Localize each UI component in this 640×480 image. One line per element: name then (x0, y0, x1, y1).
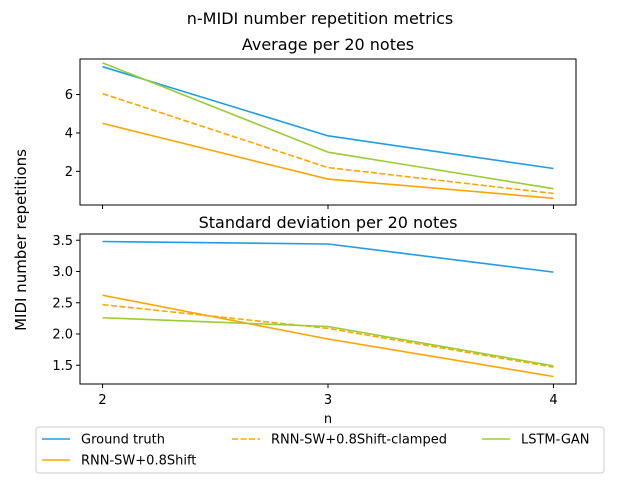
legend: Ground truth RNN-SW+0.8Shift RNN-SW+0.8Shi… (35, 426, 605, 474)
top-series-line-0 (102, 65, 554, 170)
bottom-xtick-label: 3 (324, 393, 332, 408)
top-series-line-3 (102, 62, 554, 190)
figure-suptitle: n-MIDI number repetition metrics (187, 9, 453, 28)
x-axis-label: n (324, 412, 332, 427)
top-ytick-label: 6 (65, 88, 73, 103)
bottom-chart-title: Standard deviation per 20 notes (199, 213, 458, 232)
bottom-xtick-label: 2 (98, 393, 106, 408)
bottom-series-line-2 (102, 303, 554, 368)
y-axis-label: MIDI number repetitions (12, 149, 30, 331)
bottom-series-line-1 (102, 294, 554, 378)
top-axes-frame (79, 58, 577, 206)
bottom-xtick-label: 4 (549, 393, 557, 408)
bottom-ytick-label: 2.0 (52, 328, 73, 343)
bottom-ytick-label: 3.5 (52, 234, 73, 249)
bottom-series-line-3 (102, 316, 554, 367)
legend-frame (35, 426, 605, 474)
top-ytick-label: 4 (65, 126, 73, 141)
bottom-ytick-label: 2.5 (52, 296, 73, 311)
top-series-line-1 (102, 122, 554, 200)
bottom-ytick-label: 3.0 (52, 265, 73, 280)
bottom-ytick-label: 1.5 (52, 359, 73, 374)
plots-layer: 2 4 6 1.5 2.0 2.5 3.0 3.5 2 3 4 (52, 58, 577, 408)
top-ytick-label: 2 (65, 165, 73, 180)
bottom-series-line-0 (102, 240, 554, 273)
bottom-axes-frame (79, 233, 577, 385)
top-chart-title: Average per 20 notes (242, 35, 414, 54)
top-series-line-2 (102, 92, 554, 195)
bottom-axes: 1.5 2.0 2.5 3.0 3.5 2 3 4 (52, 233, 577, 408)
legend-label-1: RNN-SW+0.8Shift (81, 454, 196, 469)
legend-label-2: RNN-SW+0.8Shift-clamped (271, 433, 447, 448)
top-axes: 2 4 6 (65, 58, 577, 209)
legend-label-0: Ground truth (81, 433, 165, 448)
legend-label-3: LSTM-GAN (521, 433, 590, 448)
